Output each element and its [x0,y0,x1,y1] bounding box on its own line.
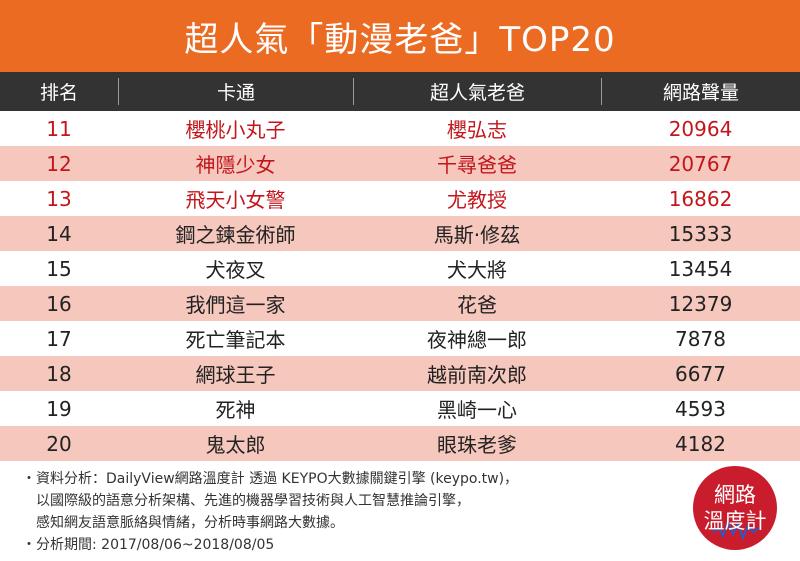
volume-cell: 7878 [675,326,726,351]
dad-cell: 夜神總一郎 [427,328,527,352]
table-row: 20 鬼太郎 眼珠老爹 4182 [0,426,800,461]
volume-cell: 13454 [668,256,733,281]
anime-cell: 飛天小女警 [185,188,286,212]
table-body: 11 櫻桃小丸子 櫻弘志 20964 12 神隱少女 千尋爸爸 20767 13 飛天小女警 尤教授… [0,111,800,461]
dad-cell: 櫻弘志 [447,118,507,142]
rank-cell: 12 [46,151,72,176]
dad-cell: 花爸 [457,293,497,317]
rank-cell: 19 [46,396,72,421]
dad-cell: 黑崎一心 [437,398,517,422]
logo-text-line2: 溫度計 [703,509,767,533]
table-row: 17 死亡筆記本 夜神總一郎 7878 [0,321,800,356]
anime-cell: 死神 [215,398,256,422]
anime-cell: 犬夜叉 [205,258,266,282]
anime-cell: 網球王子 [195,363,276,387]
table-row: 15 犬夜叉 犬大將 13454 [0,251,800,286]
rank-cell: 14 [46,221,72,246]
column-header-anime: 卡通 [118,78,353,105]
volume-cell: 20964 [668,116,733,141]
anime-cell: 鬼太郎 [205,433,266,457]
source-note: ・資料分析：DailyView網路溫度計 透過 KEYPO大數據關鍵引擎 (ke… [22,468,518,556]
column-header-volume: 網路聲量 [601,78,800,105]
table-row: 18 網球王子 越前南次郎 6677 [0,356,800,391]
anime-cell: 櫻桃小丸子 [185,118,286,142]
logo-text-line1: 網路 [714,483,756,507]
dad-cell: 千尋爸爸 [437,153,517,177]
ranking-table: 排名 卡通 超人氣老爸 網路聲量 11 櫻桃小丸子 櫻弘志 20964 12 神隱少女 千尋… [0,72,800,461]
anime-cell: 鋼之鍊金術師 [175,223,296,247]
rank-cell: 13 [46,186,72,211]
rank-cell: 20 [46,431,72,456]
dad-cell: 馬斯·修茲 [433,223,521,247]
anime-cell: 神隱少女 [195,153,276,177]
anime-cell: 我們這一家 [185,293,286,317]
column-header-rank: 排名 [39,82,78,104]
table-row: 19 死神 黑崎一心 4593 [0,391,800,426]
rank-cell: 11 [46,116,72,141]
source-note-line: ・資料分析：DailyView網路溫度計 透過 KEYPO大數據關鍵引擎 (ke… [22,471,519,487]
rank-cell: 16 [46,291,72,316]
analysis-period: ・分析期間: 2017/08/06~2018/08/05 [22,537,275,553]
volume-cell: 4182 [675,431,726,456]
rank-cell: 15 [46,256,72,281]
dad-cell: 尤教授 [447,188,507,212]
dad-cell: 越前南次郎 [427,363,527,387]
anime-cell: 死亡筆記本 [185,328,286,352]
table-row: 16 我們這一家 花爸 12379 [0,286,800,321]
logo-wave-icon [712,519,760,541]
dad-cell: 犬大將 [447,258,507,282]
table-row: 12 神隱少女 千尋爸爸 20767 [0,146,800,181]
volume-cell: 16862 [668,186,733,211]
page-title: 超人氣「動漫老爸」TOP20 [0,0,800,72]
dad-cell: 眼珠老爹 [437,433,517,457]
rank-cell: 17 [46,326,72,351]
source-note-line: 感知網友語意脈絡與情緒，分析時事網路大數據。 [22,515,344,531]
table-row: 14 鋼之鍊金術師 馬斯·修茲 15333 [0,216,800,251]
volume-cell: 15333 [668,221,733,246]
volume-cell: 12379 [668,291,733,316]
table-header: 排名 卡通 超人氣老爸 網路聲量 [0,72,800,111]
source-note-line: 以國際級的語意分析架構、先進的機器學習技術與人工智慧推論引擎， [22,493,470,509]
volume-cell: 6677 [675,361,726,386]
table-row: 13 飛天小女警 尤教授 16862 [0,181,800,216]
rank-cell: 18 [46,361,72,386]
brand-logo: 網路 溫度計 [693,466,777,550]
volume-cell: 20767 [668,151,733,176]
column-header-dad: 超人氣老爸 [353,78,601,105]
table-row: 11 櫻桃小丸子 櫻弘志 20964 [0,111,800,146]
volume-cell: 4593 [675,396,726,421]
